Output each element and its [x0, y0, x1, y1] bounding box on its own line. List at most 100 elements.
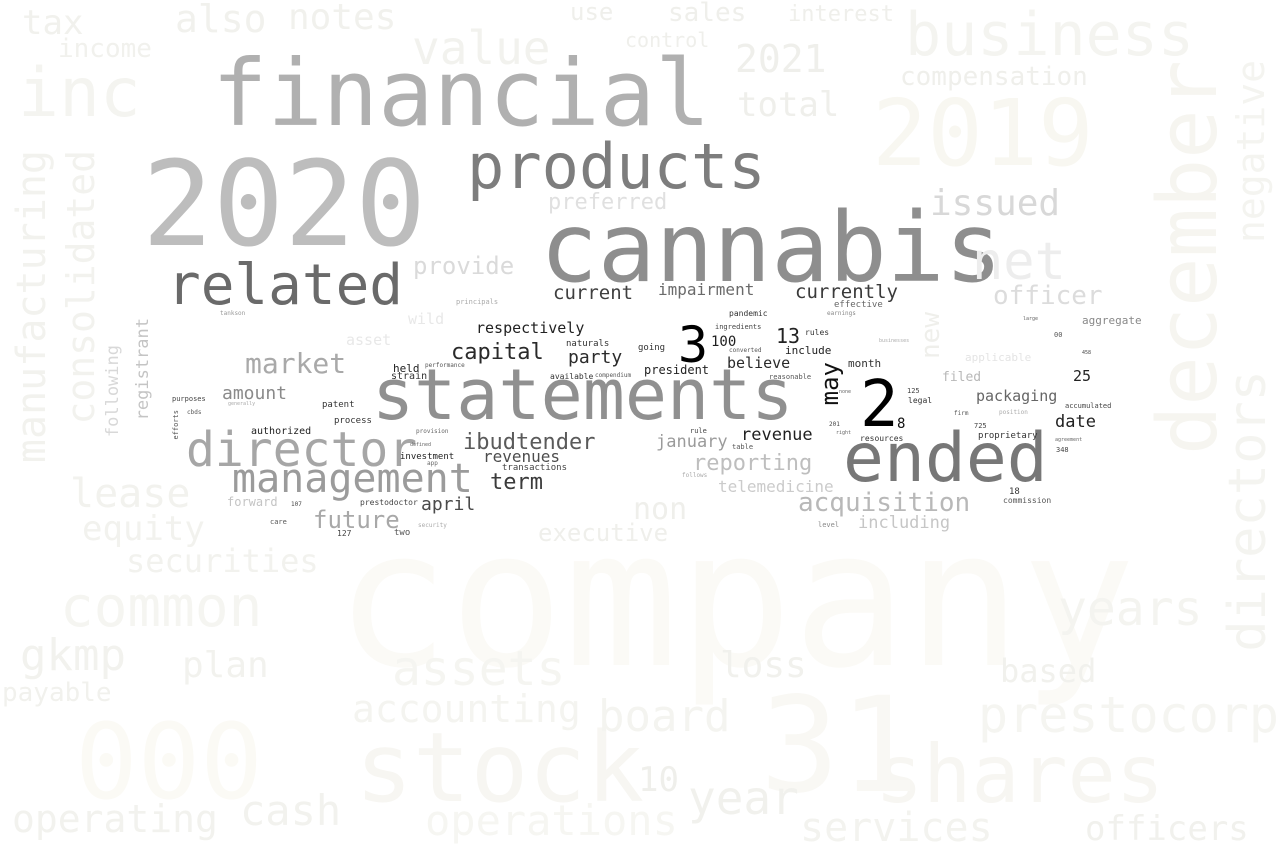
cloud-word: level [818, 521, 840, 529]
cloud-word: director [186, 422, 418, 478]
cloud-word: 3 [678, 316, 709, 374]
cloud-word: earnings [827, 310, 856, 317]
cloud-word: gkmp [20, 630, 126, 681]
cloud-word: management [232, 456, 473, 502]
cloud-word: impairment [658, 280, 755, 299]
cloud-word: negative [1229, 60, 1273, 244]
cloud-word: 107 [291, 501, 302, 508]
cloud-word: include [785, 344, 832, 357]
cloud-word: transactions [502, 463, 568, 473]
cloud-word: term [490, 470, 543, 495]
cloud-word: defined [410, 442, 432, 448]
cloud-word: cash [240, 786, 342, 835]
cloud-word: 31 [760, 669, 919, 823]
cloud-word: directors [1218, 370, 1278, 652]
cloud-word: packaging [976, 387, 1058, 405]
cloud-word: efforts [172, 410, 180, 440]
cloud-word: payable [2, 678, 112, 708]
cloud-word: security [418, 522, 447, 529]
cloud-word: accounting [352, 687, 581, 731]
cloud-word: 2 [860, 368, 899, 442]
cloud-word: position [999, 409, 1028, 416]
cloud-word: amount [222, 383, 288, 404]
cloud-word: sales [668, 0, 747, 28]
cloud-word: 127 [337, 529, 352, 538]
cloud-word: officers [1085, 809, 1249, 849]
cloud-word: also [175, 0, 267, 41]
cloud-word: commission [1003, 496, 1052, 505]
cloud-word: compensation [900, 62, 1088, 92]
cloud-word: shares [875, 728, 1164, 821]
cloud-word: none [839, 389, 852, 395]
cloud-word: january [656, 432, 728, 452]
cloud-word: loss [720, 645, 807, 686]
cloud-word: equity [82, 509, 205, 549]
cloud-word: 125 [907, 387, 920, 395]
cloud-word: 10 [638, 760, 679, 800]
cloud-word: company [335, 489, 1136, 710]
cloud-word: businesses [879, 338, 910, 344]
cloud-word: securities [126, 542, 319, 580]
cloud-word: follows [682, 472, 708, 479]
cloud-word: consolidated [59, 150, 103, 425]
cloud-word: use [570, 0, 614, 26]
cloud-word: available [550, 372, 594, 381]
cloud-word: 458 [1082, 350, 1092, 356]
cloud-word: proprietary [978, 431, 1038, 441]
cloud-word: preferred [548, 190, 668, 215]
cloud-word: tax [22, 3, 84, 43]
cloud-word: manufacturing [9, 150, 55, 464]
cloud-word: converted [729, 347, 762, 354]
cloud-word: date [1055, 412, 1096, 432]
cloud-word: cbds [187, 409, 202, 416]
cloud-word: large [1023, 316, 1039, 322]
cloud-word: resources [860, 434, 904, 443]
cloud-word: forward [227, 495, 278, 509]
cloud-word: assets [392, 641, 566, 697]
cloud-word: purposes [172, 395, 206, 403]
cloud-word: pandemic [729, 309, 768, 318]
cloud-word: future [313, 506, 400, 534]
cloud-word: based [1000, 652, 1097, 690]
cloud-word: provide [413, 252, 515, 280]
cloud-word: market [245, 347, 347, 380]
cloud-word: process [334, 416, 372, 426]
cloud-word: legal [908, 396, 933, 405]
cloud-word: accumulated [1065, 402, 1112, 410]
cloud-word: aggregate [1082, 314, 1142, 327]
cloud-word: 2019 [872, 80, 1094, 187]
cloud-word: rules [805, 328, 830, 337]
cloud-word: acquisition [798, 488, 971, 518]
cloud-word: performance [425, 362, 465, 369]
cloud-word: total [737, 85, 840, 125]
cloud-word: wild [408, 310, 445, 328]
cloud-word: telemedicine [718, 477, 834, 496]
cloud-word: income [58, 34, 152, 64]
cloud-word: products [467, 130, 766, 203]
cloud-word: control [625, 28, 710, 52]
cloud-word: firm [954, 410, 969, 417]
cloud-word: 000 [75, 701, 263, 823]
cloud-word: year [688, 771, 799, 825]
cloud-word: board [598, 691, 731, 742]
cloud-word: operating [12, 797, 218, 841]
cloud-word: common [60, 575, 263, 640]
cloud-word: effective [834, 300, 883, 310]
cloud-word: compendium [595, 372, 632, 379]
cloud-word: filed [942, 370, 982, 385]
cloud-word: app [427, 460, 438, 467]
cloud-word: 00 [1054, 331, 1063, 339]
cloud-word: stock [355, 712, 644, 824]
cloud-word: prestocorp [978, 686, 1280, 744]
cloud-word: registrant [133, 318, 153, 421]
cloud-word: 18 [1009, 487, 1020, 497]
cloud-word: patent [322, 400, 355, 410]
cloud-word: related [167, 253, 404, 318]
cloud-word: ingredients [715, 323, 762, 331]
cloud-word: including [858, 513, 951, 533]
cloud-word: new [916, 312, 946, 359]
cloud-word: officer [993, 281, 1103, 311]
cloud-word: interest [788, 2, 894, 27]
cloud-word: inc [18, 54, 141, 133]
